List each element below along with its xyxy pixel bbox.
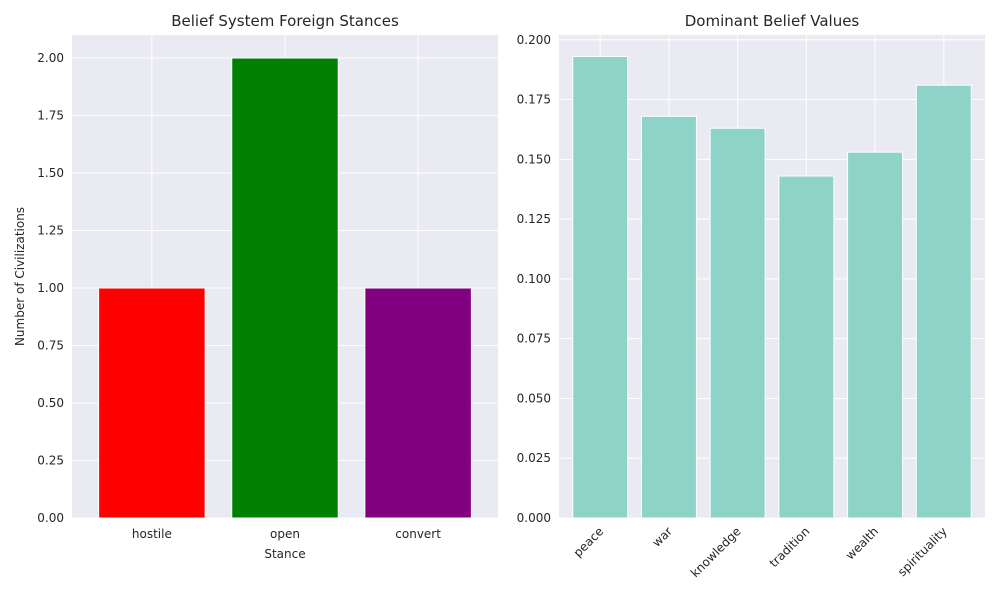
bar-peace bbox=[572, 56, 629, 519]
x-tick-label: tradition bbox=[767, 524, 813, 570]
bar-tradition bbox=[778, 175, 835, 519]
x-tick-label: war bbox=[650, 524, 676, 550]
x-axis-label: Stance bbox=[264, 547, 305, 561]
y-tick-label: 0.075 bbox=[517, 332, 551, 346]
y-tick-label: 0.150 bbox=[517, 152, 551, 166]
bar-open bbox=[231, 57, 339, 519]
x-tick-label: wealth bbox=[843, 524, 881, 562]
y-tick-label: 1.25 bbox=[37, 224, 64, 238]
bar-wealth bbox=[847, 151, 904, 519]
chart-title: Dominant Belief Values bbox=[685, 12, 860, 30]
y-tick-label: 0.25 bbox=[37, 454, 64, 468]
y-tick-label: 0.00 bbox=[37, 511, 64, 525]
bar-knowledge bbox=[709, 127, 766, 519]
y-tick-label: 0.050 bbox=[517, 391, 551, 405]
plot-background bbox=[559, 35, 985, 518]
y-tick-label: 0.125 bbox=[517, 212, 551, 226]
y-tick-label: 0.000 bbox=[517, 511, 551, 525]
x-tick-label: knowledge bbox=[688, 524, 744, 580]
y-tick-label: 1.00 bbox=[37, 281, 64, 295]
y-axis-label: Number of Civilizations bbox=[13, 207, 27, 346]
chart-title: Belief System Foreign Stances bbox=[171, 12, 399, 30]
chart-dominant-belief-values: 0.000 0.025 0.050 0.075 0.100 0.125 0.150 0.175… bbox=[517, 12, 985, 580]
bar-convert bbox=[364, 287, 472, 519]
bar-hostile bbox=[98, 287, 206, 519]
x-tick-label: convert bbox=[395, 527, 441, 541]
x-tick-label: spirituality bbox=[895, 524, 950, 579]
x-tick-label: hostile bbox=[132, 527, 172, 541]
bar-war bbox=[640, 115, 697, 519]
y-tick-label: 1.75 bbox=[37, 109, 64, 123]
x-tick-label: open bbox=[270, 527, 300, 541]
y-tick-label: 0.50 bbox=[37, 396, 64, 410]
y-tick-label: 2.00 bbox=[37, 51, 64, 65]
bar-spirituality bbox=[915, 84, 972, 519]
y-tick-label: 0.75 bbox=[37, 339, 64, 353]
y-tick-label: 0.100 bbox=[517, 272, 551, 286]
y-tick-label: 0.175 bbox=[517, 93, 551, 107]
y-tick-label: 0.200 bbox=[517, 33, 551, 47]
chart-foreign-stances: 0.00 0.25 0.50 0.75 1.00 1.25 1.50 1.75 2.00 host… bbox=[13, 12, 498, 561]
y-tick-label: 1.50 bbox=[37, 166, 64, 180]
x-tick-label: peace bbox=[571, 524, 607, 560]
y-tick-label: 0.025 bbox=[517, 451, 551, 465]
